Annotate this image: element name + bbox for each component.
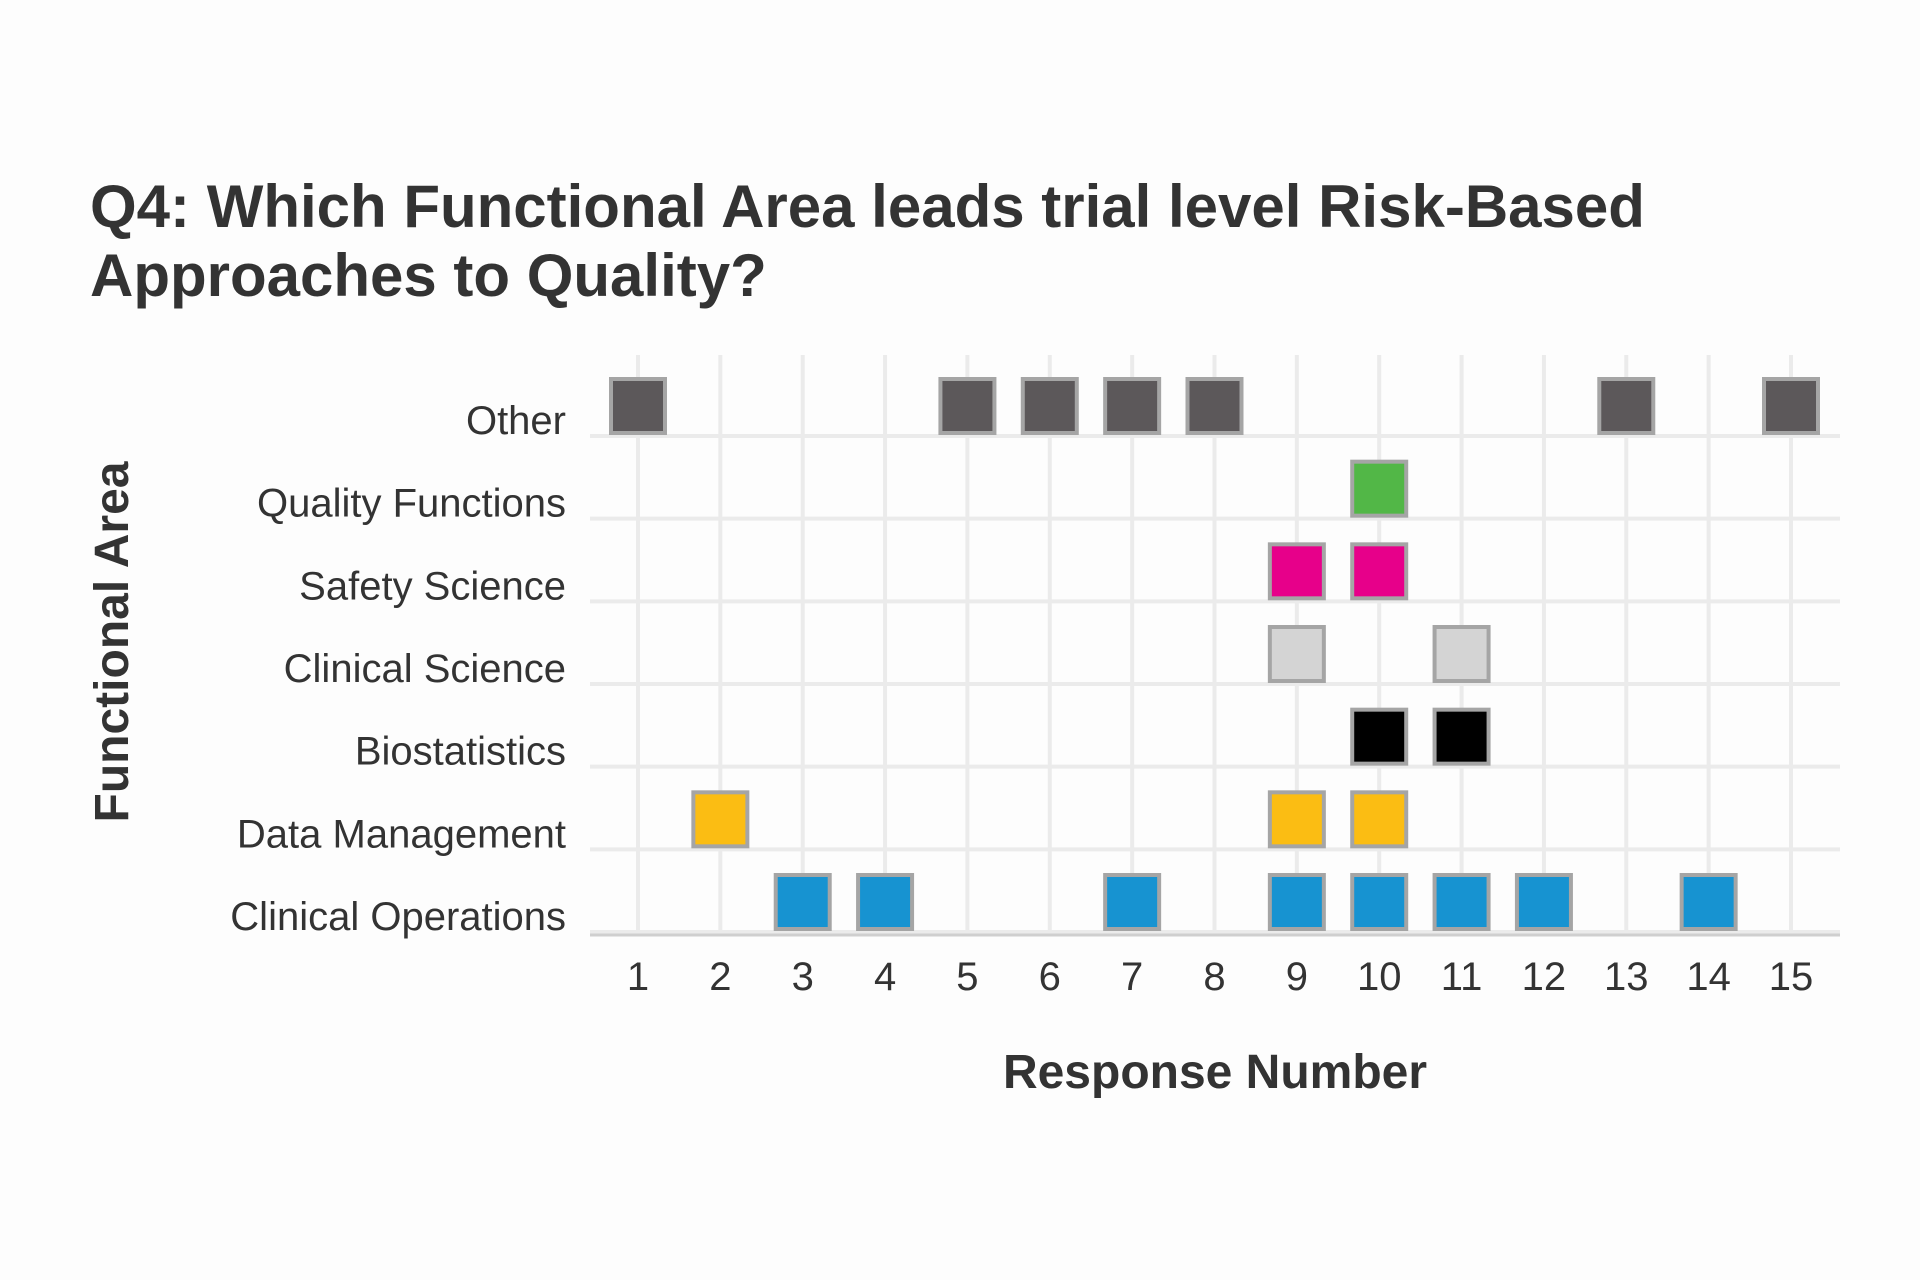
data-point	[1267, 542, 1326, 601]
x-tick-label: 9	[1286, 955, 1308, 999]
data-point	[1020, 377, 1079, 435]
data-point	[1267, 625, 1326, 683]
data-point	[938, 377, 997, 435]
data-point	[1350, 542, 1409, 601]
x-tick-label: 2	[709, 955, 731, 999]
data-point	[1597, 377, 1656, 435]
x-tick-label: 1	[627, 955, 649, 999]
data-point	[1679, 873, 1738, 931]
data-point	[773, 873, 832, 931]
chart-title-line: Q4: Which Functional Area leads trial le…	[90, 173, 1645, 240]
chart-title-line: Approaches to Quality?	[90, 242, 767, 309]
data-point	[1432, 707, 1491, 766]
x-tick-labels: 1 2 3 4 5 6 7 8 9 10 11 12 13 14 15	[627, 955, 1813, 999]
data-point	[1350, 707, 1409, 766]
y-axis-title: Functional Area	[86, 461, 139, 822]
data-point	[691, 790, 750, 849]
data-point	[1267, 790, 1326, 849]
data-points	[609, 377, 1820, 931]
data-point	[1350, 873, 1409, 931]
data-point	[1432, 873, 1491, 931]
data-point	[1762, 377, 1820, 435]
data-point	[1432, 625, 1491, 683]
y-tick-label: Quality Functions	[257, 482, 566, 526]
grid	[590, 355, 1840, 937]
x-axis-title: Response Number	[1003, 1046, 1427, 1099]
data-point	[1514, 873, 1573, 931]
data-point	[1103, 873, 1162, 931]
data-point	[1267, 873, 1326, 931]
x-tick-label: 11	[1441, 955, 1483, 999]
y-tick-label: Other	[466, 399, 566, 443]
y-tick-label: Clinical Science	[284, 647, 566, 691]
x-tick-label: 8	[1203, 955, 1225, 999]
x-tick-label: 12	[1522, 955, 1567, 999]
chart-title: Q4: Which Functional Area leads trial le…	[90, 173, 1645, 309]
x-tick-label: 10	[1357, 955, 1402, 999]
data-point	[856, 873, 915, 931]
x-tick-label: 6	[1039, 955, 1061, 999]
x-tick-label: 4	[874, 955, 896, 999]
data-point	[1350, 790, 1409, 849]
x-tick-label: 3	[792, 955, 814, 999]
y-tick-label: Clinical Operations	[230, 895, 566, 939]
data-point	[1185, 377, 1244, 435]
data-point	[1103, 377, 1162, 435]
x-tick-label: 14	[1686, 955, 1731, 999]
x-tick-label: 15	[1769, 955, 1814, 999]
x-tick-label: 7	[1121, 955, 1143, 999]
x-tick-label: 5	[956, 955, 978, 999]
data-point	[1350, 459, 1409, 518]
data-point	[609, 377, 667, 435]
x-tick-label: 13	[1604, 955, 1649, 999]
y-tick-labels: Clinical Operations Data Management Biosta…	[230, 399, 566, 939]
y-tick-label: Safety Science	[299, 564, 566, 608]
y-tick-label: Data Management	[237, 812, 566, 856]
y-tick-label: Biostatistics	[355, 730, 566, 774]
